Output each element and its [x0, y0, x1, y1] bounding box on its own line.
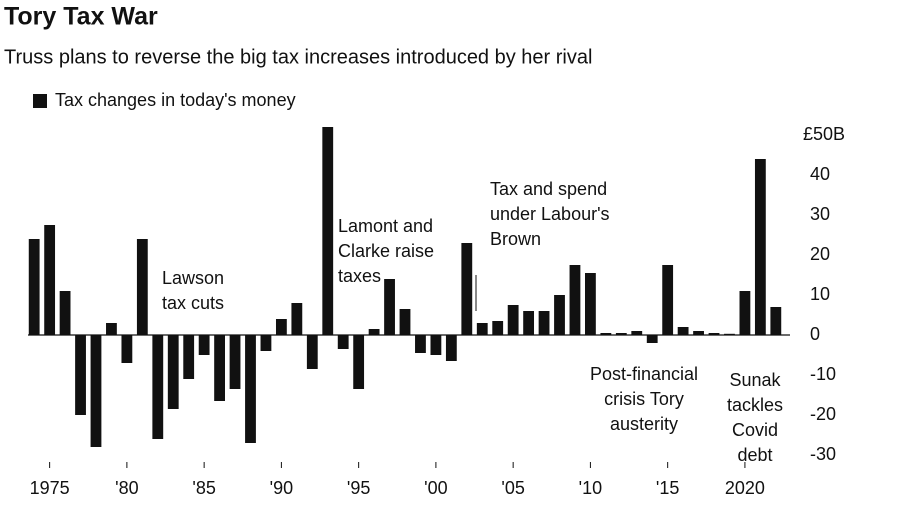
bar	[569, 265, 581, 335]
annotation: Covid	[732, 420, 778, 440]
bar	[291, 303, 303, 335]
bar	[322, 127, 334, 335]
bar	[708, 333, 720, 335]
annotation: Sunak	[729, 370, 781, 390]
y-tick-label: 10	[810, 284, 830, 304]
bar	[538, 311, 550, 335]
annotation: Post-financial	[590, 364, 698, 384]
bar	[260, 335, 272, 351]
bar	[693, 331, 704, 335]
bar	[214, 335, 225, 401]
bar	[183, 335, 195, 379]
bar	[507, 305, 519, 335]
y-tick-label: -10	[810, 364, 836, 384]
bar	[585, 273, 596, 335]
annotation: Tax and spend	[490, 179, 607, 199]
x-tick-label: '85	[192, 478, 215, 498]
annotation: Lamont and	[338, 216, 433, 236]
bar	[600, 333, 612, 335]
chart-subtitle: Truss plans to reverse the big tax incre…	[4, 46, 592, 68]
bar	[306, 335, 318, 369]
x-tick-label: '00	[424, 478, 447, 498]
chart-title: Tory Tax War	[4, 3, 158, 31]
x-tick-label: '95	[347, 478, 370, 498]
x-tick-label: 1975	[30, 478, 70, 498]
bar	[28, 239, 40, 335]
legend-label: Tax changes in today's money	[55, 90, 296, 110]
y-tick-label: -20	[810, 404, 836, 424]
bar	[461, 243, 473, 335]
bar	[198, 335, 210, 355]
annotation: Brown	[490, 229, 541, 249]
bar	[337, 335, 349, 349]
bar	[59, 291, 71, 335]
bar	[523, 311, 535, 335]
bar	[167, 335, 179, 409]
y-tick-label: £50B	[803, 124, 845, 144]
annotation: Lawson	[162, 268, 224, 288]
y-tick-label: 30	[810, 204, 830, 224]
bar	[90, 335, 102, 447]
x-tick-label: '15	[656, 478, 679, 498]
bar	[770, 307, 782, 335]
annotation: austerity	[610, 414, 678, 434]
bar	[384, 279, 395, 335]
y-tick-label: -30	[810, 444, 836, 464]
bar	[152, 335, 164, 439]
annotation: taxes	[338, 266, 381, 286]
annotation: crisis Tory	[604, 389, 684, 409]
y-tick-label: 20	[810, 244, 830, 264]
annotation: under Labour's	[490, 204, 610, 224]
bar	[353, 335, 365, 389]
y-tick-label: 0	[810, 324, 820, 344]
x-tick-label: '80	[115, 478, 138, 498]
bar	[677, 327, 689, 335]
bar	[245, 335, 256, 443]
bar	[554, 295, 565, 335]
bar	[229, 335, 241, 389]
bar	[615, 333, 627, 335]
annotation: tackles	[727, 395, 783, 415]
bar	[121, 335, 133, 363]
bar	[430, 335, 442, 355]
bar	[399, 309, 411, 335]
bar	[75, 335, 86, 415]
x-tick-label: '90	[270, 478, 293, 498]
y-tick-label: 40	[810, 164, 830, 184]
bar	[492, 321, 504, 335]
bar	[646, 335, 658, 343]
bar	[754, 159, 766, 335]
x-tick-label: '10	[579, 478, 602, 498]
bar	[106, 323, 117, 335]
annotation: tax cuts	[162, 293, 224, 313]
legend-swatch	[33, 94, 47, 108]
bar	[476, 323, 488, 335]
bar	[631, 331, 643, 335]
x-tick-label: '05	[501, 478, 524, 498]
bar	[739, 291, 751, 335]
bar	[445, 335, 457, 361]
bar	[275, 319, 287, 335]
bar	[368, 329, 380, 335]
bar	[44, 225, 56, 335]
annotation: debt	[737, 445, 772, 465]
bar	[136, 239, 148, 335]
x-tick-label: 2020	[725, 478, 765, 498]
bar	[662, 265, 674, 335]
annotation: Clarke raise	[338, 241, 434, 261]
bar	[415, 335, 426, 353]
